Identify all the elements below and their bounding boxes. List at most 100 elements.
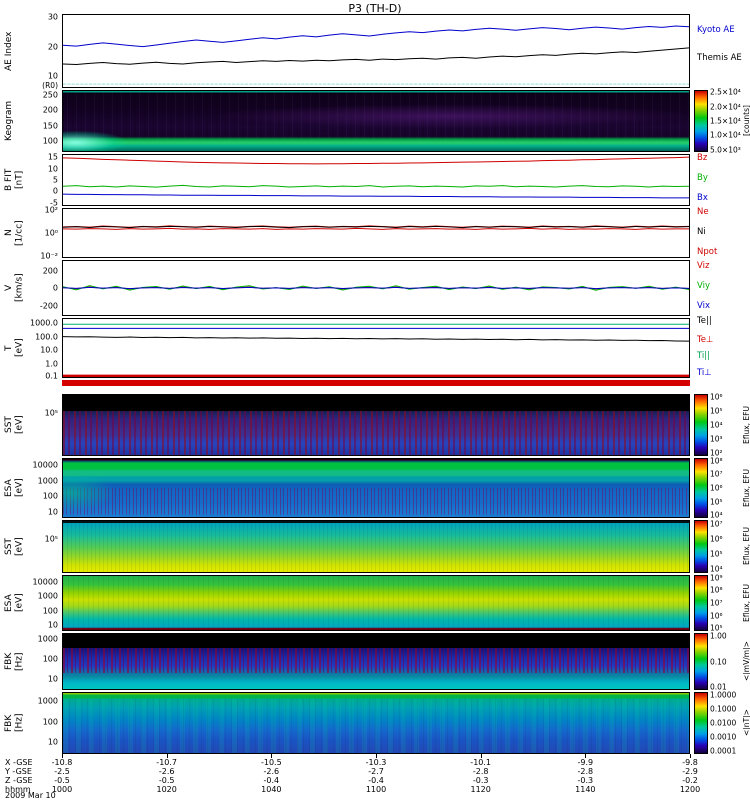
y-tick-label: 0 [52, 186, 58, 196]
temperature-line-chart [63, 319, 689, 377]
density-series-labels: Ne Ni Npot [697, 207, 750, 258]
density-line-chart [63, 209, 689, 257]
colorbar-tick-label: 1.00 [710, 631, 727, 641]
bottom-axis: X -GSE -10.8 -10.7 -10.5 -10.3 -10.1 -9.9 -9.8 Y… [0, 754, 750, 800]
panel-sst-ion: SST [eV] 10⁵ 10⁶ 10⁵ 10⁴ 10³ 10² Eflux, EFU [4, 393, 750, 458]
axis-value: -2.7 [368, 767, 384, 776]
y-tick-label: 10000 [32, 460, 58, 470]
fbk-b-colorbar-ticks: 1.0000 0.1000 0.0100 0.0010 0.0001 [710, 690, 746, 756]
ae-y-axis-label: AE Index [4, 14, 26, 88]
esa-ion-plot-area [62, 458, 690, 518]
series-line-bx [63, 194, 689, 198]
axis-value: 1000 [51, 785, 73, 794]
esa-ion-y-axis-label: ESA [eV] [4, 458, 26, 518]
axis-value: -10.1 [470, 758, 492, 767]
panel-ae-index: AE Index 30 20 10 Kyoto AE Themis AE [4, 12, 742, 88]
axis-row-xgse: X -GSE -10.8 -10.7 -10.5 -10.3 -10.1 -9.9 -9.8 [0, 758, 750, 767]
panel-y-label: V [4, 284, 14, 292]
y-tick-label: 0.1 [45, 371, 58, 381]
series-line-by [63, 185, 689, 187]
axis-value: -0.4 [368, 776, 384, 785]
panel-y-label: ESA [4, 479, 14, 497]
ae-series-labels: Kyoto AE Themis AE [697, 14, 750, 88]
series-label: Ni [697, 227, 706, 237]
axis-value: -0.5 [158, 776, 175, 785]
esa-electron-plot-area [62, 575, 690, 631]
x-tick-mark [376, 754, 377, 758]
colorbar-tick-label: 0.0100 [710, 718, 737, 728]
series-label: By [697, 172, 708, 183]
sst-electron-colorbar-unit: Eflux, EFU [742, 527, 750, 566]
y-tick-label: 100 [42, 654, 58, 664]
axis-value: -0.3 [472, 776, 489, 785]
panel-y-label: FBK [4, 714, 14, 732]
y-tick-label: 200 [42, 105, 58, 115]
sst-electron-y-ticks: 10⁵ [25, 520, 60, 573]
y-tick-label: 10000 [32, 577, 58, 587]
colorbar-tick-label: 1.0000 [710, 690, 737, 700]
axis-value: -2.9 [682, 767, 698, 776]
fbk-b-plot-area [62, 692, 690, 754]
axis-value: -10.3 [365, 758, 387, 767]
plot-title: P3 (TH-D) [348, 2, 402, 15]
panel-y-label: Keogram [4, 100, 14, 142]
colorbar-tick-label: 1.0×10⁴ [710, 130, 741, 140]
axis-value: -0.4 [263, 776, 280, 785]
axis-value: -10.5 [260, 758, 282, 767]
sst-electron-colorbar [694, 520, 708, 573]
panel-velocity: V [km/s] 200 0 -200 Viz Viy Vix [4, 260, 710, 316]
axis-row-hhmm: hhmm 1000 1020 1040 1100 1120 1140 1200 [0, 785, 750, 794]
colorbar-tick-label: 10³ [710, 434, 723, 444]
series-line-ni [63, 226, 689, 227]
colorbar-tick-label: 0.10 [710, 657, 727, 666]
axis-row-label: Y -GSE [5, 767, 32, 776]
x-tick-mark [690, 754, 691, 758]
y-tick-label: 20 [47, 42, 58, 52]
y-tick-label: 10 [47, 737, 58, 747]
colorbar-tick-label: 10⁸ [710, 585, 723, 595]
esa-electron-y-axis-label: ESA [eV] [4, 575, 26, 631]
colorbar-tick-label: 10⁷ [710, 519, 723, 529]
series-line-bz [63, 157, 689, 164]
colorbar-tick-label: 10⁶ [710, 534, 723, 544]
esa-electron-colorbar-ticks: 10⁹ 10⁸ 10⁷ 10⁶ 10⁵ [710, 573, 746, 632]
velocity-series-labels: Viz Viy Vix [697, 260, 750, 316]
axis-value: -2.8 [577, 767, 594, 776]
colorbar-tick-label: 10² [710, 448, 723, 458]
y-tick-label: 10⁵ [44, 534, 58, 544]
series-line-kyoto-ae [63, 26, 689, 47]
series-line-npot [63, 228, 689, 229]
velocity-line-chart [63, 261, 689, 315]
date-label: 2009 Mar 10 [5, 791, 56, 800]
axis-row-ygse: Y -GSE -2.5 -2.6 -2.6 -2.7 -2.8 -2.8 -2.9 [0, 767, 750, 776]
bfit-y-ticks: 15 10 5 0 -5 [25, 153, 60, 207]
y-tick-label: 30 [47, 12, 58, 22]
y-tick-label: 10 [47, 164, 58, 174]
series-line-te- [63, 337, 689, 342]
axis-row-label: X -GSE [5, 758, 33, 767]
esa-electron-spectrogram [63, 576, 689, 630]
series-label: Ne [697, 207, 709, 217]
panel-flag-bar [62, 380, 690, 386]
colorbar-tick-label: 0.01 [710, 682, 727, 692]
axis-value: -2.8 [472, 767, 489, 776]
esa-ion-colorbar-unit: Eflux, EFU [742, 469, 750, 507]
panel-y-label: [eV] [14, 415, 25, 435]
panel-b-fit: B FIT [nT] 15 10 5 0 -5 Bz By Bx [4, 153, 708, 207]
series-label: Te⊥ [697, 335, 714, 346]
fbk-b-spectrogram [63, 693, 689, 753]
temperature-series-labels: Te|| Te⊥ Ti|| Ti⊥ [697, 316, 750, 378]
panel-y-label: AE Index [4, 31, 14, 71]
axis-value: -9.9 [577, 758, 594, 767]
axis-row-zgse: Z -GSE -0.5 -0.5 -0.4 -0.4 -0.3 -0.3 -0.2 [0, 776, 750, 785]
panel-y-label: [Hz] [14, 713, 25, 733]
panel-temperature: T [eV] 1000.0 100.0 10.0 1.0 0.1 Te|| Te⊥ Ti|| T… [4, 316, 713, 381]
temperature-y-axis-label: T [eV] [4, 318, 26, 378]
flag-bar-frame [62, 380, 690, 386]
axis-row-label: Z -GSE [5, 776, 33, 785]
sst-ion-y-ticks: 10⁵ [25, 394, 60, 456]
sst-ion-colorbar-ticks: 10⁶ 10⁵ 10⁴ 10³ 10² [710, 393, 746, 458]
colorbar-tick-label: 5.0×10³ [710, 145, 741, 155]
axis-value: 1200 [679, 785, 701, 794]
